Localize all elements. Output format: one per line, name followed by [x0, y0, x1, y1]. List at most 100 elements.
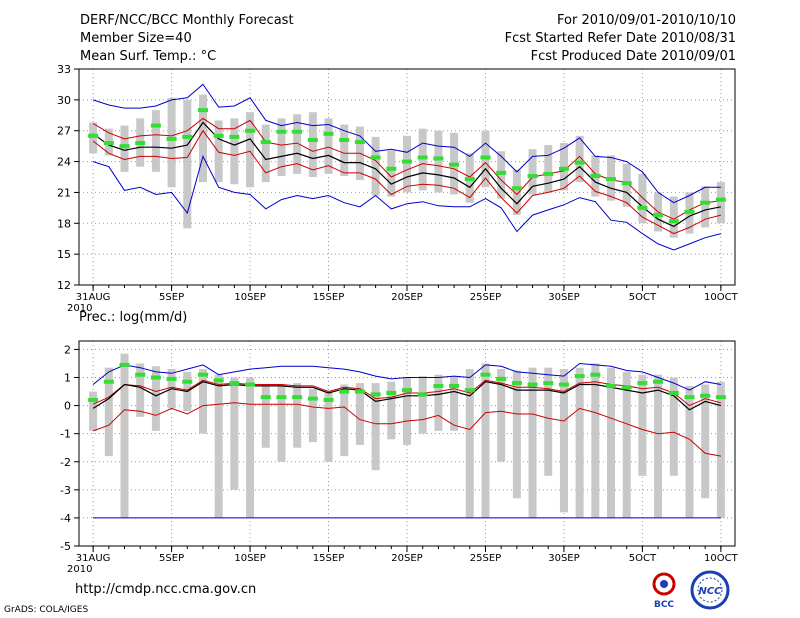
- panel2-median-mark: [480, 372, 491, 377]
- panel1-median-mark: [229, 134, 240, 139]
- panel1-median-mark: [150, 123, 161, 128]
- panel1-spread-box: [261, 124, 270, 183]
- panel1-median-mark: [354, 140, 365, 145]
- panel2-median-mark: [354, 389, 365, 394]
- panel2-spread-box: [340, 384, 349, 457]
- panel1-median-mark: [464, 177, 475, 182]
- bcc-logo: BCC: [644, 570, 684, 610]
- panel2-median-mark: [700, 393, 711, 398]
- panel2-median-mark: [527, 382, 538, 387]
- panel2-median-mark: [88, 397, 99, 402]
- panel1-spread-box: [198, 94, 207, 183]
- started-refer-date: Fcst Started Refer Date 2010/08/31: [504, 31, 736, 46]
- panel1-xtick-label: 10SEP: [234, 292, 265, 303]
- panel2-year-label: 2010: [67, 564, 92, 575]
- panel2-median-mark: [637, 381, 648, 386]
- panel1-spread-box: [167, 97, 176, 188]
- panel1-xtick-label: 5SEP: [159, 292, 184, 303]
- panel1-median-mark: [166, 136, 177, 141]
- panel2-spread-box: [104, 367, 113, 457]
- panel1-xtick-label: 31AUG: [76, 292, 111, 303]
- panel2-median-mark: [182, 379, 193, 384]
- panel2-spread-box: [481, 363, 490, 518]
- panel2-spread-box: [151, 366, 160, 431]
- panel1-median-mark: [339, 137, 350, 142]
- chart-title: DERF/NCC/BCC Monthly Forecast: [80, 13, 294, 28]
- panel2-median-mark: [339, 389, 350, 394]
- panel1-spread-box: [512, 169, 521, 216]
- panel1-median-mark: [700, 200, 711, 205]
- panel2-spread-box: [277, 384, 286, 462]
- panel1-median-mark: [449, 162, 460, 167]
- panel2-ytick-label: -2: [60, 456, 71, 469]
- panel2-spread-box: [198, 369, 207, 434]
- panel1-upper-line: [92, 117, 721, 220]
- panel1-median-mark: [668, 219, 679, 224]
- panel2-median-mark: [684, 395, 695, 400]
- panel2-median-mark: [402, 388, 412, 393]
- panel1-xtick-label: 10OCT: [704, 292, 739, 303]
- panel1-ytick-label: 24: [57, 156, 71, 169]
- panel2-spread-box: [701, 384, 710, 499]
- panel2-median-mark: [606, 383, 617, 388]
- panel1-median-mark: [386, 166, 397, 171]
- panel1-spread-box: [324, 118, 333, 174]
- panel1-ytick-label: 15: [57, 248, 71, 261]
- panel1-median-mark: [637, 205, 648, 210]
- panel1-spread-box: [230, 118, 239, 185]
- panel2-median-mark: [715, 395, 726, 400]
- panel1-spread-box: [120, 125, 129, 172]
- panel2-spread-box: [324, 391, 333, 462]
- panel2-median-mark: [464, 388, 475, 393]
- panel2-upper-line: [92, 379, 722, 407]
- panel1-spread-box: [434, 130, 443, 193]
- panel2-xtick-label: 20SEP: [391, 553, 422, 564]
- panel1-median-mark: [558, 166, 569, 171]
- panel1-spread-box: [403, 135, 411, 193]
- panel2-spread-box: [120, 353, 129, 518]
- panel1-median-mark: [433, 156, 444, 161]
- panel1-spread-box: [528, 149, 537, 195]
- panel2-spread-box: [418, 376, 427, 434]
- panel2-spread-box: [685, 385, 694, 518]
- panel2-median-mark: [621, 385, 632, 390]
- panel2-spread-box: [654, 374, 663, 518]
- panel2-spread-box: [528, 367, 537, 518]
- panel1-ytick-label: 18: [57, 217, 71, 230]
- panel1-spread-box: [151, 110, 160, 172]
- panel1-median-mark: [260, 140, 271, 145]
- panel1-spread-box: [277, 118, 286, 176]
- panel2-spread-box: [355, 383, 364, 445]
- panel1-median-mark: [245, 128, 256, 133]
- panel1-spread-box: [293, 114, 302, 174]
- panel1-median-mark: [653, 213, 664, 218]
- panel2-median-mark: [229, 381, 240, 386]
- panel2-median-mark: [213, 378, 224, 383]
- panel2-median-mark: [511, 381, 522, 386]
- panel1-median-mark: [606, 177, 617, 182]
- panel1-spread-box: [575, 135, 584, 183]
- panel2-median-mark: [417, 392, 428, 397]
- panel2-spread-box: [607, 367, 616, 518]
- source-url[interactable]: http://cmdp.ncc.cma.gov.cn: [75, 582, 257, 597]
- panel2-spread-box: [246, 377, 255, 518]
- panel2-lower-line: [92, 402, 721, 457]
- panel2-median-mark: [135, 372, 146, 377]
- panel2-spread-box: [512, 370, 521, 499]
- panel2-ytick-label: 1: [64, 372, 71, 385]
- panel1-spread-box: [308, 112, 317, 177]
- panel1-spread-box: [559, 143, 568, 191]
- panel2-median-mark: [543, 381, 554, 386]
- panel1-spread-box: [340, 124, 349, 176]
- panel2-median-mark: [590, 372, 601, 377]
- panel1-median-mark: [527, 173, 538, 178]
- panel1-median-mark: [182, 134, 193, 139]
- panel2-ytick-label: 2: [64, 343, 71, 356]
- panel2-spread-box: [308, 388, 317, 443]
- panel1-spread-box: [183, 99, 192, 229]
- panel1-spread-box: [246, 112, 255, 188]
- panel2-ytick-label: -3: [60, 484, 71, 497]
- panel2-median-mark: [323, 397, 334, 402]
- bcc-logo-text: BCC: [654, 600, 674, 610]
- panel1-spread-box: [638, 173, 647, 224]
